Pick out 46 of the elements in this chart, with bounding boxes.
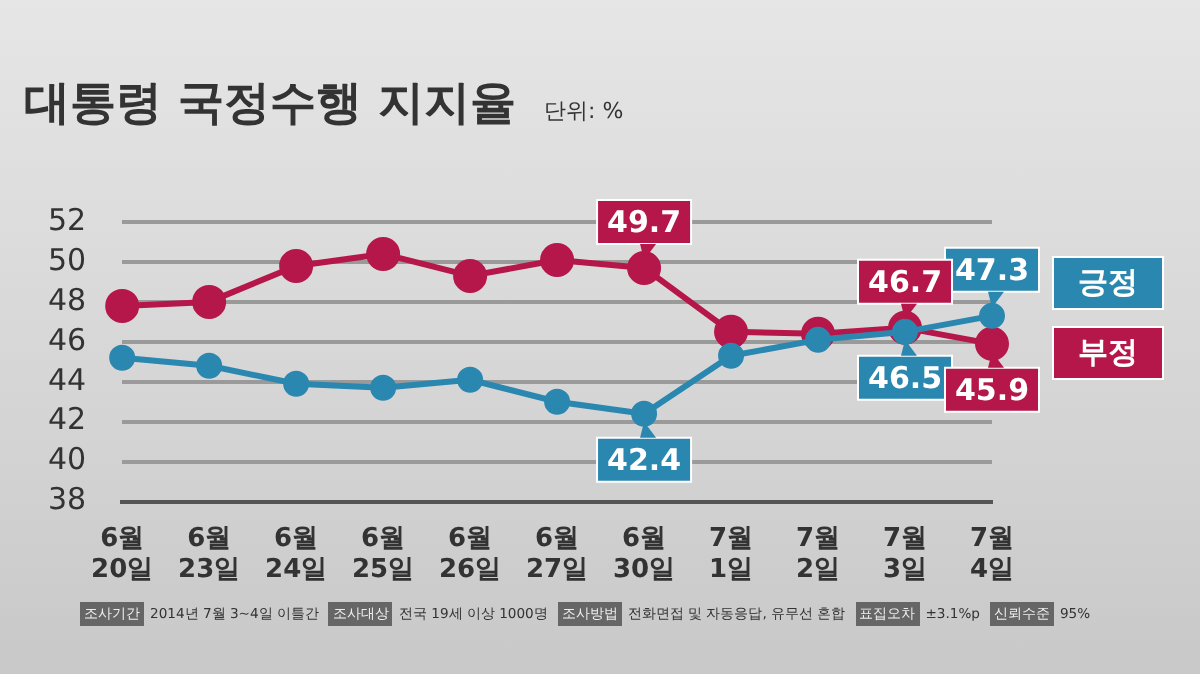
y-tick-label: 40 [47, 441, 87, 478]
y-tick-label: 52 [47, 201, 87, 238]
point [105, 288, 140, 323]
point [366, 236, 401, 271]
x-tick-label: 7월 4일 [969, 523, 1015, 586]
point [540, 242, 575, 277]
y-tick-label: 44 [47, 361, 87, 398]
x-tick-label: 6월 26일 [439, 523, 502, 586]
point [714, 314, 749, 349]
y-tick-label: 38 [47, 481, 87, 518]
data-label: 42.4 [607, 441, 682, 478]
text: 부정 [1052, 326, 1164, 380]
x-tick-label: 7월 3일 [882, 523, 928, 586]
point [544, 388, 571, 415]
y-tick-label: 50 [47, 241, 87, 278]
x-tick-label: 6월 20일 [91, 523, 154, 586]
point [718, 342, 745, 369]
point [631, 400, 658, 427]
data-label: 45.9 [954, 371, 1030, 408]
x-tick-label: 7월 1일 [709, 523, 754, 586]
x-tick-label: 6월 24일 [265, 523, 328, 586]
point [192, 284, 227, 319]
legend-label: 긍정 [1052, 256, 1164, 310]
chart-subtitle: 단위: % [544, 96, 624, 126]
x-tick-label: 6월 25일 [352, 523, 415, 586]
data-label: 47.3 [954, 251, 1030, 288]
point [370, 374, 397, 401]
point [453, 258, 488, 293]
point [283, 370, 310, 397]
x-tick-label: 6월 30일 [612, 523, 676, 586]
x-tick-label: 6월 27일 [525, 523, 589, 586]
data-label: 49.7 [607, 203, 682, 240]
data-label: 46.7 [868, 263, 943, 300]
data-label: 46.5 [868, 359, 943, 396]
chart-title: 대통령 국정수행 지지율 [24, 76, 517, 134]
point [457, 366, 484, 393]
y-tick-label: 48 [47, 281, 87, 318]
y-tick-label: 42 [47, 401, 87, 438]
point [279, 248, 314, 283]
point [979, 302, 1005, 329]
point [975, 326, 1009, 361]
point [109, 344, 136, 371]
x-tick-label: 6월 23일 [178, 523, 241, 586]
x-tick-label: 7월 2일 [795, 523, 841, 586]
y-tick-label: 46 [47, 321, 87, 358]
point [196, 352, 223, 379]
